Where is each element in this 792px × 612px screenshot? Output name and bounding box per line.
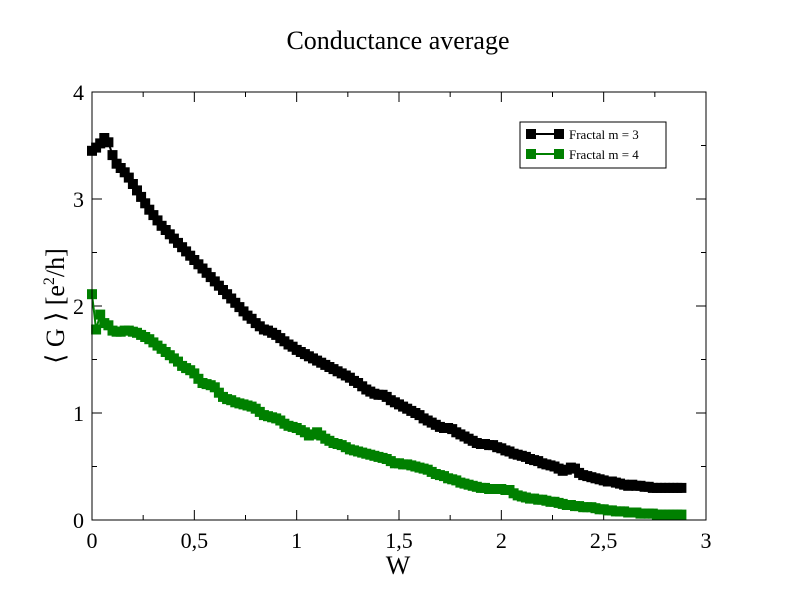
series-layer [87,133,687,520]
x-tick-label: 0 [87,528,98,553]
legend-box [519,121,667,169]
y-tick-label: 1 [73,401,84,426]
y-label-prefix: ⟨ G ⟩ [e [41,285,70,364]
data-point [123,172,134,183]
legend-marker [554,149,564,159]
data-point [676,482,687,493]
data-point [209,382,220,393]
data-point [95,138,106,149]
y-axis-label: ⟨ G ⟩ [e2/h] [41,248,70,364]
data-point [119,167,130,178]
data-point [127,179,138,189]
data-point [148,210,159,221]
legend-label: Fractal m = 3 [569,127,639,142]
y-label-sup: 2 [41,277,58,285]
data-point [189,368,200,379]
legend-label: Fractal m = 4 [569,147,639,162]
legend: Fractal m = 3 Fractal m = 4 [519,121,667,169]
legend-marker [526,149,536,159]
data-point [95,309,106,320]
x-axis-label: W [386,551,411,580]
data-point [132,185,142,196]
data-point [140,198,151,209]
y-tick-label: 3 [73,187,84,212]
data-point [103,320,114,331]
x-tick-label: 1 [291,528,302,553]
data-point [152,215,163,226]
y-tick-label: 4 [73,80,84,105]
y-tick-label: 2 [73,294,84,319]
x-tick-label: 3 [701,528,712,553]
data-point [144,204,155,215]
chart-title: Conductance average [286,26,509,55]
y-tick-label: 0 [73,508,84,533]
series-line [91,136,682,489]
data-point [136,191,147,202]
axis-ticks: 0 0,5 1 1,5 2 2,5 3 0 1 2 3 4 [73,80,712,553]
data-point [107,150,118,161]
legend-entry: Fractal m = 3 [526,127,639,142]
x-tick-label: 2,5 [590,528,618,553]
x-tick-label: 0,5 [181,528,209,553]
data-point [103,137,114,148]
plot-frame [91,91,707,521]
series-1 [87,133,687,493]
data-point [91,324,102,335]
legend-entry: Fractal m = 4 [526,147,639,162]
x-tick-label: 1,5 [385,528,413,553]
series-2 [87,289,687,520]
data-point [676,509,687,520]
legend-marker [554,129,564,139]
legend-marker [526,129,536,139]
y-label-suffix: /h] [41,248,70,277]
x-tick-label: 2 [496,528,507,553]
